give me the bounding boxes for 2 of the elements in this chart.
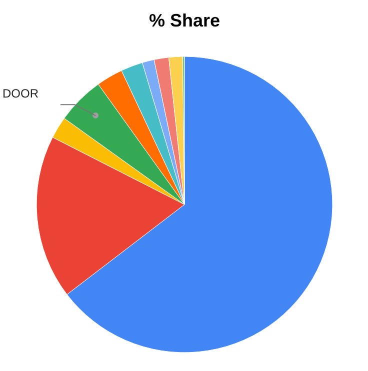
- chart-title: % Share: [148, 10, 220, 30]
- slice-label: DOOR: [2, 86, 39, 101]
